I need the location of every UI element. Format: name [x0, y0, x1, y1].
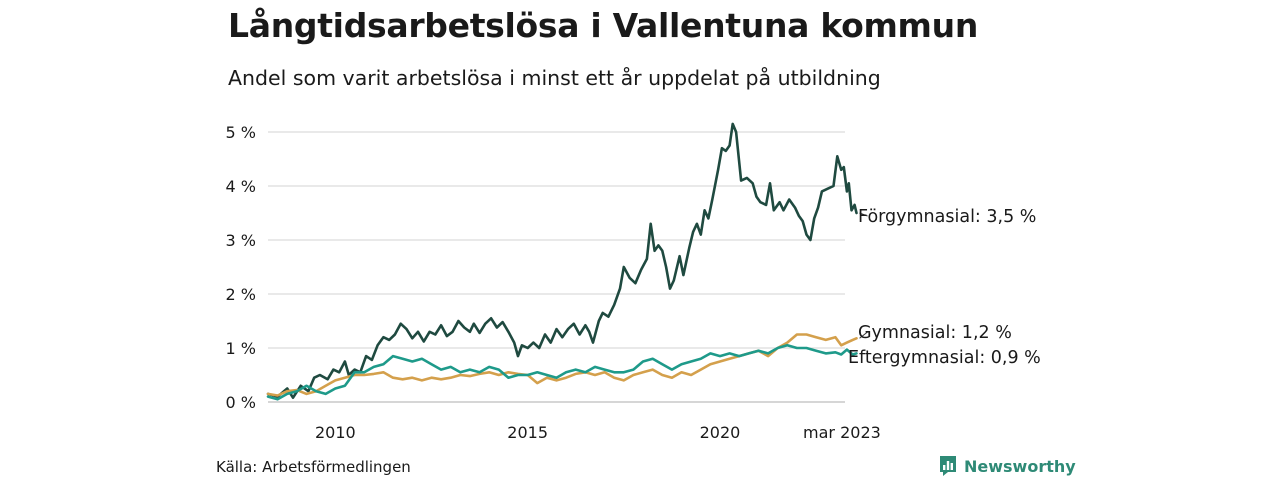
brand-name: Newsworthy [964, 456, 1076, 476]
x-tick-label: mar 2023 [803, 423, 881, 442]
series-line-eftergymnasial [266, 344, 858, 401]
newsworthy-logo-icon [940, 456, 956, 476]
y-tick-label: 5 % [226, 123, 256, 142]
label-connector [859, 212, 868, 217]
chart-subtitle: Andel som varit arbetslösa i minst ett å… [228, 66, 881, 90]
label-connector [859, 331, 868, 339]
series-line-gymnasial [266, 333, 858, 397]
source-note: Källa: Arbetsförmedlingen [216, 458, 411, 476]
x-axis-ticks: 2010 2015 2020 mar 2023 [315, 423, 881, 442]
series-lines [266, 122, 858, 401]
series-labels: Förgymnasial: 3,5 % Gymnasial: 1,2 % Efter… [848, 207, 1041, 368]
y-tick-label: 4 % [226, 177, 256, 196]
chart-title: Långtidsarbetslösa i Vallentuna kommun [228, 6, 979, 45]
series-label-förgymnasial: Förgymnasial: 3,5 % [858, 207, 1036, 227]
x-tick-label: 2020 [700, 423, 741, 442]
brand-logo[interactable]: Newsworthy [938, 455, 1076, 477]
series-line-förgymnasial [266, 122, 858, 399]
y-tick-label: 0 % [226, 393, 256, 412]
x-tick-label: 2010 [315, 423, 356, 442]
y-tick-label: 3 % [226, 231, 256, 250]
series-label-eftergymnasial: Eftergymnasial: 0,9 % [848, 348, 1041, 368]
y-axis-ticks: 0 % 1 % 2 % 3 % 4 % 5 % [226, 123, 256, 412]
x-tick-label: 2015 [507, 423, 548, 442]
y-tick-label: 1 % [226, 339, 256, 358]
grid-lines [268, 131, 845, 403]
series-label-gymnasial: Gymnasial: 1,2 % [858, 323, 1012, 343]
y-tick-label: 2 % [226, 285, 256, 304]
